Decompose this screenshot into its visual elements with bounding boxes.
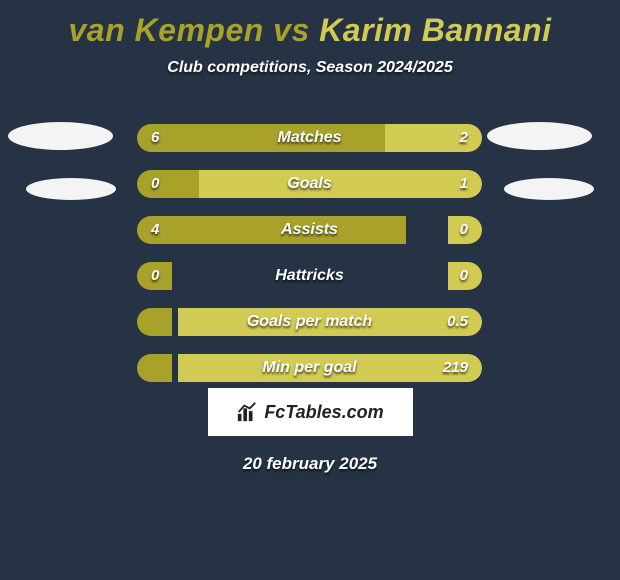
stat-value-right: 0 [460, 216, 468, 244]
page-title: van Kempen vs Karim Bannani [0, 0, 620, 49]
chart-icon [236, 401, 258, 423]
stat-row: 0Hattricks0 [137, 262, 482, 290]
stat-row: 0Goals1 [137, 170, 482, 198]
stat-row: 6Matches2 [137, 124, 482, 152]
brand-text: FcTables.com [264, 402, 383, 423]
stat-label: Goals per match [137, 308, 482, 336]
subtitle: Club competitions, Season 2024/2025 [0, 59, 620, 77]
stat-value-right: 219 [443, 354, 468, 382]
title-player-a: van Kempen [69, 12, 264, 48]
stat-label: Goals [137, 170, 482, 198]
avatar-player-b-head [487, 122, 592, 150]
stat-row: 4Assists0 [137, 216, 482, 244]
stat-row: Goals per match0.5 [137, 308, 482, 336]
stat-value-right: 0 [460, 262, 468, 290]
footer-date: 20 february 2025 [0, 454, 620, 474]
avatar-player-a-body [26, 178, 116, 200]
stat-label: Min per goal [137, 354, 482, 382]
avatar-player-b-body [504, 178, 594, 200]
avatar-player-a-head [8, 122, 113, 150]
stat-label: Matches [137, 124, 482, 152]
stat-row: Min per goal219 [137, 354, 482, 382]
title-player-b: Karim Bannani [319, 12, 551, 48]
stat-value-right: 2 [460, 124, 468, 152]
stat-value-right: 1 [460, 170, 468, 198]
stat-value-right: 0.5 [447, 308, 468, 336]
stat-label: Hattricks [137, 262, 482, 290]
stat-label: Assists [137, 216, 482, 244]
title-vs: vs [264, 12, 319, 48]
brand-badge: FcTables.com [208, 388, 413, 436]
comparison-bars: 6Matches20Goals14Assists00Hattricks0Goal… [137, 124, 482, 400]
